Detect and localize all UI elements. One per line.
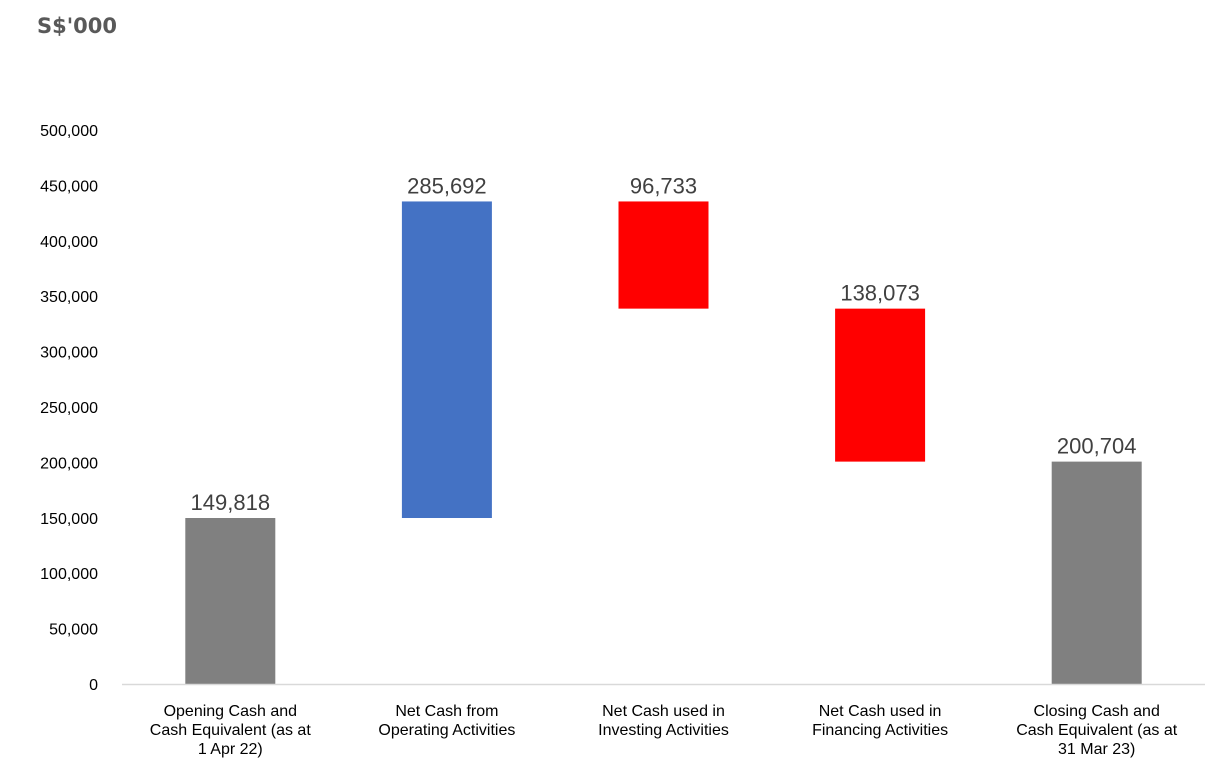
category-label-line: Net Cash from (395, 703, 498, 720)
category-label: Net Cash from Operating Activities (378, 703, 515, 739)
y-tick-label: 450,000 (40, 178, 98, 195)
y-tick-label: 500,000 (40, 123, 98, 140)
y-tick-label: 100,000 (40, 566, 98, 583)
bar-decrease (618, 201, 709, 309)
bar-decrease (835, 308, 926, 462)
y-tick-label: 250,000 (40, 400, 98, 417)
y-tick-label: 400,000 (40, 234, 98, 251)
category-label-line: Closing Cash and (1034, 703, 1160, 720)
category-label: Opening Cash and Cash Equivalent (as at 1 … (150, 703, 312, 758)
bar-total (1051, 461, 1142, 684)
y-tick-label: 300,000 (40, 345, 98, 362)
y-tick-label: 50,000 (49, 622, 98, 639)
bar-increase (401, 201, 492, 519)
y-tick-label: 0 (89, 677, 98, 694)
y-axis-ticks: 0 50,000 100,000 150,000 200,000 250,000 300,0… (40, 123, 98, 694)
category-label-line: Cash Equivalent (as at (1016, 722, 1178, 739)
y-tick-label: 350,000 (40, 289, 98, 306)
data-label: 200,704 (1057, 434, 1137, 459)
category-label-line: Investing Activities (598, 722, 729, 739)
bar-total (185, 518, 276, 684)
category-label-line: Cash Equivalent (as at (150, 722, 312, 739)
category-label-line: Net Cash used in (819, 703, 942, 720)
data-label: 149,818 (191, 490, 271, 515)
category-labels: Opening Cash and Cash Equivalent (as at 1 … (150, 703, 1178, 758)
category-label-line: Operating Activities (378, 722, 515, 739)
category-label-line: Financing Activities (812, 722, 948, 739)
y-tick-label: 150,000 (40, 511, 98, 528)
category-label-line: Opening Cash and (164, 703, 297, 720)
unit-label: S$'000 (37, 14, 118, 38)
bars (185, 201, 1142, 684)
category-label-line: 31 Mar 23) (1058, 741, 1135, 758)
category-label-line: 1 Apr 22) (198, 741, 263, 758)
category-label-line: Net Cash used in (602, 703, 725, 720)
data-label: 285,692 (407, 173, 487, 198)
data-label: 96,733 (630, 173, 697, 198)
data-labels: 149,818 285,692 96,733 138,073 200,704 (191, 173, 1137, 515)
category-label: Closing Cash and Cash Equivalent (as at 31… (1016, 703, 1178, 758)
data-label: 138,073 (840, 281, 920, 306)
category-label: Net Cash used in Investing Activities (598, 703, 729, 739)
category-label: Net Cash used in Financing Activities (812, 703, 948, 739)
y-tick-label: 200,000 (40, 455, 98, 472)
